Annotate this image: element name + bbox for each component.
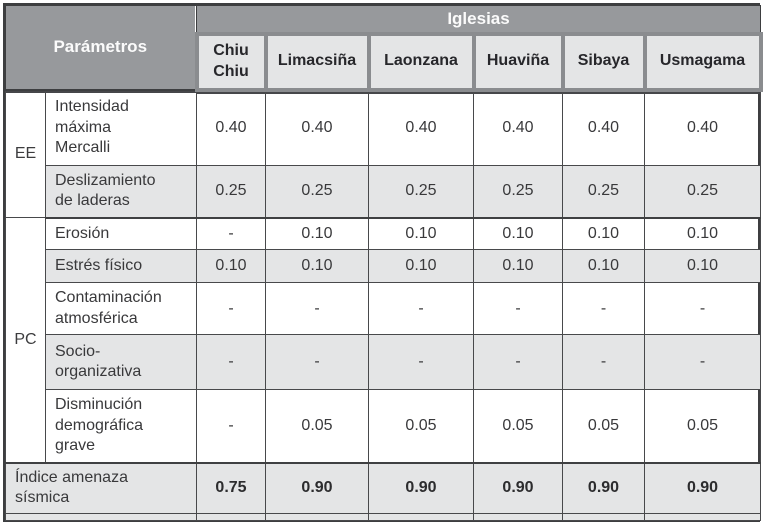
value-cell: 0.40 (473, 89, 563, 166)
table-row: Socio- organizativa - - - - - - (6, 334, 762, 391)
strip-cell (5, 512, 197, 521)
value-cell: 0.25 (643, 164, 762, 219)
param-cell: Erosión (45, 217, 197, 251)
value-cell: 0.10 (473, 217, 563, 251)
value-cell: 0.10 (643, 249, 762, 284)
param-cell: Deslizamiento de laderas (45, 164, 197, 219)
value-cell: 0.10 (562, 249, 645, 284)
value-cell: - (196, 282, 266, 336)
footer-row: Índice amenaza sísmica 0.75 0.90 0.90 0.… (5, 461, 762, 514)
value-cell: - (562, 334, 645, 391)
footer-value-cell: 0.90 (265, 461, 369, 514)
value-cell: 0.40 (562, 89, 645, 166)
group-label-pc: PC (5, 217, 46, 464)
column-header-limacsina: Limacsiña (263, 31, 371, 92)
table-row: Disminución demográfica grave - 0.05 0.0… (6, 389, 762, 464)
value-cell: - (196, 389, 266, 464)
value-cell: 0.05 (265, 389, 369, 464)
value-cell: 0.05 (643, 389, 762, 464)
hazard-index-table: Parámetros Iglesias Chiu Chiu Limacsiña … (3, 3, 763, 522)
value-cell: 0.25 (473, 164, 563, 219)
value-cell: 0.10 (265, 217, 369, 251)
value-cell: 0.10 (368, 217, 474, 251)
strip-cell (562, 512, 645, 521)
table-row: PC Erosión - 0.10 0.10 0.10 0.10 0.10 (5, 217, 762, 464)
value-cell: - (643, 282, 762, 336)
table-row: EE Intensidad máxima Mercalli 0.40 0.40 … (5, 88, 762, 219)
value-cell: - (196, 217, 266, 251)
column-header-chiu-chiu: Chiu Chiu (194, 31, 268, 92)
value-cell: - (265, 282, 369, 336)
table-row: Estrés físico 0.10 0.10 0.10 0.10 0.10 0… (6, 249, 762, 284)
footer-value-cell: 0.90 (473, 461, 563, 514)
value-cell: 0.10 (562, 217, 645, 251)
param-cell: Estrés físico (45, 249, 197, 284)
value-cell: 0.25 (265, 164, 369, 219)
corner-header-parametros: Parámetros (5, 5, 197, 91)
value-cell: 0.10 (473, 249, 563, 284)
param-cell: Contaminación atmosférica (45, 282, 197, 336)
value-cell: 0.40 (196, 89, 266, 166)
value-cell: - (643, 334, 762, 391)
param-cell: Disminución demográfica grave (45, 389, 197, 464)
strip-cell (643, 512, 762, 521)
value-cell: 0.25 (196, 164, 266, 219)
column-header-row: Chiu Chiu Limacsiña Laonzana Huaviña Sib… (6, 31, 763, 92)
strip-cell (368, 512, 474, 521)
column-header-laonzana: Laonzana (366, 31, 476, 92)
parameters-by-church-table: Parámetros Iglesias Chiu Chiu Limacsiña … (5, 5, 763, 521)
value-cell: 0.25 (368, 164, 474, 219)
value-cell: 0.40 (265, 89, 369, 166)
value-cell: 0.05 (562, 389, 645, 464)
value-cell: - (562, 282, 645, 336)
bottom-strip-row (5, 512, 762, 521)
value-cell: 0.10 (368, 249, 474, 284)
value-cell: - (196, 334, 266, 391)
group-label-ee: EE (5, 88, 46, 219)
value-cell: 0.40 (368, 89, 474, 166)
footer-value-cell: 0.90 (368, 461, 474, 514)
value-cell: 0.05 (473, 389, 563, 464)
strip-cell (473, 512, 563, 521)
value-cell: 0.40 (643, 89, 762, 166)
column-header-huavina: Huaviña (471, 31, 565, 92)
value-cell: - (265, 334, 369, 391)
value-cell: - (473, 334, 563, 391)
table-header-row: Parámetros Iglesias (5, 5, 762, 91)
footer-value-cell: 0.90 (643, 461, 762, 514)
value-cell: - (368, 334, 474, 391)
column-header-usmagama: Usmagama (642, 31, 763, 92)
param-cell: Intensidad máxima Mercalli (45, 89, 197, 166)
strip-cell (265, 512, 369, 521)
table-row: Contaminación atmosférica - - - - - - (6, 282, 762, 336)
footer-label: Índice amenaza sísmica (5, 461, 197, 514)
value-cell: 0.10 (196, 249, 266, 284)
param-cell: Socio- organizativa (45, 334, 197, 391)
value-cell: 0.25 (562, 164, 645, 219)
column-header-sibaya: Sibaya (560, 31, 647, 92)
footer-value-cell: 0.75 (196, 461, 266, 514)
value-cell: 0.10 (643, 217, 762, 251)
value-cell: - (368, 282, 474, 336)
value-cell: 0.05 (368, 389, 474, 464)
group-header-iglesias: Iglesias (195, 5, 762, 34)
footer-value-cell: 0.90 (562, 461, 645, 514)
table-row: Deslizamiento de laderas 0.25 0.25 0.25 … (6, 164, 762, 219)
value-cell: 0.10 (265, 249, 369, 284)
strip-cell (196, 512, 266, 521)
value-cell: - (473, 282, 563, 336)
